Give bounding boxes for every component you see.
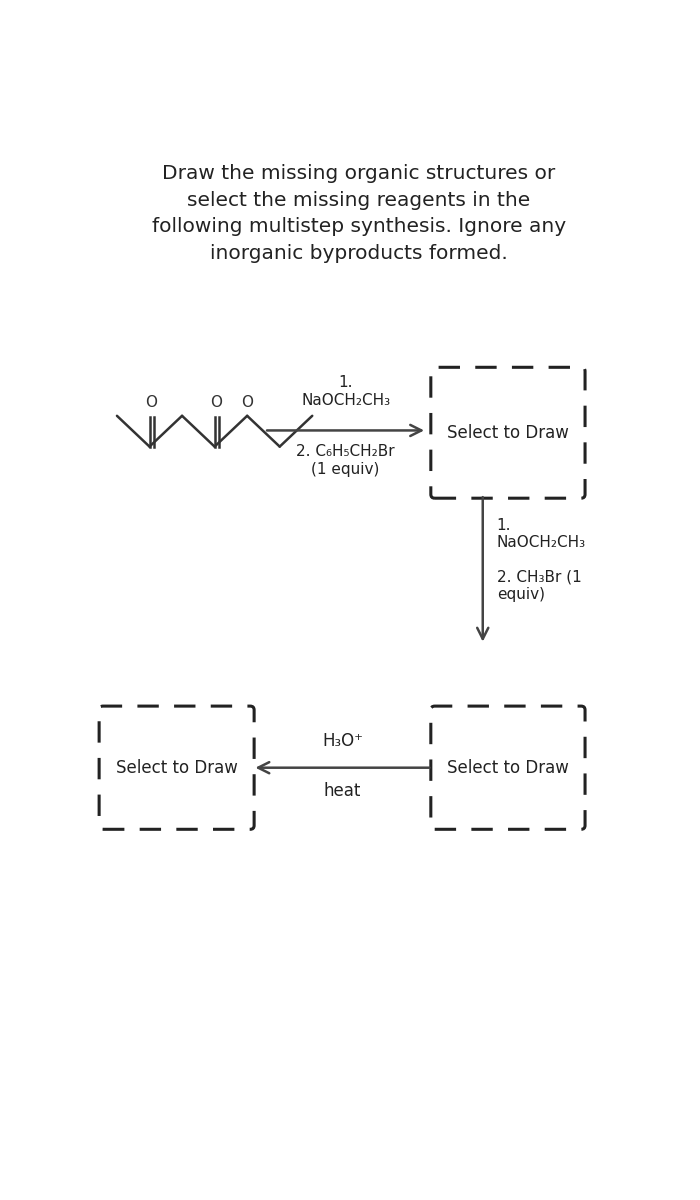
Text: H₃O⁺: H₃O⁺	[322, 732, 363, 750]
Text: 2. CH₃Br (1: 2. CH₃Br (1	[497, 569, 582, 584]
Text: equiv): equiv)	[497, 587, 545, 602]
Text: NaOCH₂CH₃: NaOCH₂CH₃	[497, 535, 586, 551]
Text: heat: heat	[324, 782, 361, 800]
Text: Select to Draw: Select to Draw	[447, 758, 569, 776]
Text: 1.: 1.	[497, 517, 511, 533]
FancyBboxPatch shape	[430, 367, 585, 498]
Text: O: O	[241, 395, 253, 409]
Text: O: O	[145, 395, 157, 409]
Text: NaOCH₂CH₃: NaOCH₂CH₃	[301, 392, 390, 408]
Text: Select to Draw: Select to Draw	[447, 424, 569, 442]
Text: 2. C₆H₅CH₂Br: 2. C₆H₅CH₂Br	[296, 444, 395, 460]
FancyBboxPatch shape	[430, 706, 585, 829]
Text: O: O	[210, 395, 222, 409]
Text: Draw the missing organic structures or
select the missing reagents in the
follow: Draw the missing organic structures or s…	[152, 164, 566, 263]
Text: Select to Draw: Select to Draw	[116, 758, 237, 776]
FancyBboxPatch shape	[99, 706, 254, 829]
Text: 1.: 1.	[338, 376, 353, 390]
Text: (1 equiv): (1 equiv)	[312, 462, 380, 478]
